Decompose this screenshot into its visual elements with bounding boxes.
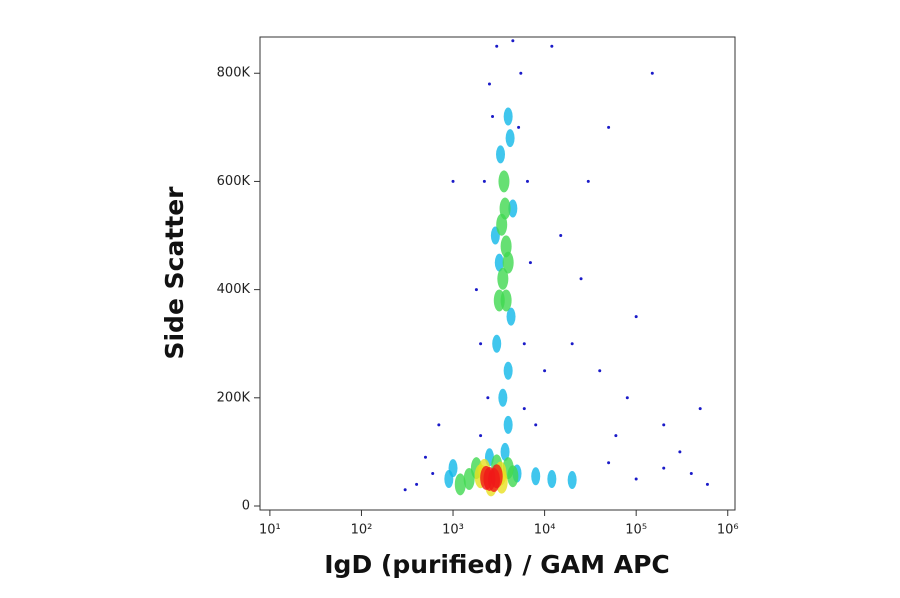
point [503,107,513,126]
point [522,342,526,346]
point [511,39,515,43]
point [415,482,419,486]
point [496,145,506,164]
point [454,473,466,496]
point [503,361,513,380]
point [498,170,510,193]
x-tick-label: 10² [351,523,373,538]
point [448,459,458,478]
point [492,334,502,353]
y-axis-title: Side Scatter [160,186,189,360]
y-tick-label: 800K [217,66,251,81]
y-tick-label: 0 [242,498,250,513]
point [570,342,574,346]
point [505,129,515,148]
x-axis-title: IgD (purified) / GAM APC [324,550,669,579]
point [528,261,532,265]
point [607,461,611,465]
y-tick-label: 200K [217,390,251,405]
x-tick-label: 10³ [442,523,464,538]
point [607,125,611,129]
point [525,179,529,183]
point [678,450,682,454]
point [491,115,495,119]
point [503,415,513,434]
point [517,125,521,129]
point [486,396,490,400]
point [531,467,541,486]
x-tick-label: 10¹ [259,523,281,538]
point [490,464,503,489]
point [495,44,499,48]
point [502,251,514,274]
x-tick-label: 10⁵ [625,523,647,538]
y-tick-label: 400K [217,282,251,297]
point [507,465,519,488]
point [431,472,435,476]
point [508,199,518,218]
x-tick-label: 10⁶ [717,523,739,538]
point [634,477,638,481]
point [586,179,590,183]
point [689,472,693,476]
point [487,82,491,86]
point [559,234,563,238]
point [614,434,618,438]
point [550,44,554,48]
point [662,466,666,470]
x-tick-label: 10⁴ [534,523,556,538]
point [598,369,602,373]
point [500,289,512,312]
point [437,423,441,427]
point [403,488,407,492]
point [474,288,478,292]
point [497,267,509,290]
point [479,342,483,346]
point [479,434,483,438]
point [543,369,547,373]
point [494,253,504,272]
point [534,423,538,427]
plot-frame [259,36,736,511]
point [423,455,427,459]
point [482,179,486,183]
point [451,179,455,183]
point [634,315,638,319]
point [480,465,493,490]
point [705,482,709,486]
point [698,407,702,411]
point [567,471,577,490]
point [498,388,508,407]
point [662,423,666,427]
y-tick-label: 600K [217,174,251,189]
point [506,307,516,326]
point [579,277,583,281]
point [650,71,654,75]
point [625,396,629,400]
point [500,442,510,461]
point [496,213,508,236]
point [522,407,526,411]
point [519,71,523,75]
point [547,469,557,488]
